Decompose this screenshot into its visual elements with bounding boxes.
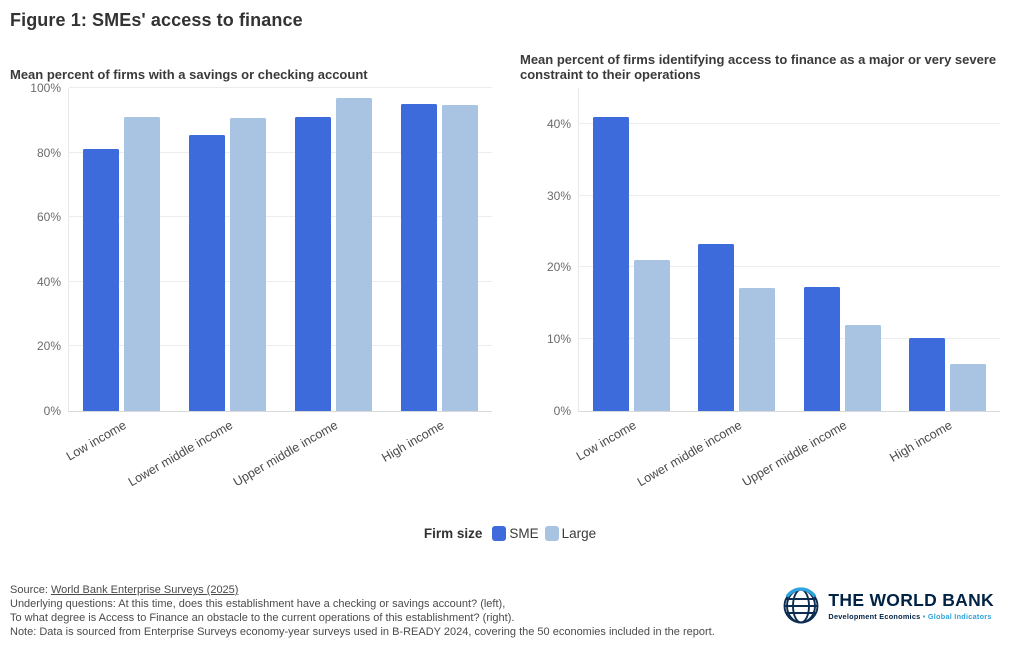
bar-sme-high-income [908, 337, 945, 411]
x-axis-label: Low income [573, 418, 639, 464]
legend-swatch-sme [492, 526, 507, 541]
bar-sme-lower-middle-income [189, 134, 226, 411]
bar-large-high-income [441, 105, 478, 411]
bar-sme-upper-middle-income [803, 286, 840, 411]
y-axis-tick-label: 60% [36, 210, 61, 225]
gridline [579, 338, 1000, 340]
gridline [69, 151, 492, 153]
bar-large-low-income [124, 117, 161, 411]
plot-area-right: 0% 10% 20% 30% 40% Low income Lower middle inc… [547, 88, 1000, 489]
y-axis-tick-label: 0% [553, 404, 571, 418]
footnote-line: To what degree is Access to Finance an o… [10, 611, 515, 624]
world-bank-tagline: Development Economics • Global Indicator… [828, 612, 992, 621]
bar-group [579, 88, 684, 411]
bar-sme-lower-middle-income [698, 244, 735, 411]
world-bank-logo: THE WORLD BANK Development Economics • G… [781, 586, 994, 626]
gridline [579, 194, 1000, 196]
bar-group [895, 88, 1000, 411]
bar-sme-low-income [593, 116, 630, 411]
bar-group [69, 88, 175, 411]
world-bank-logo-text: THE WORLD BANK Development Economics • G… [828, 590, 994, 622]
bar-group [281, 88, 387, 411]
bar-group [175, 88, 281, 411]
footnote-line: Underlying questions: At this time, does… [10, 597, 506, 610]
bar-group [790, 88, 895, 411]
bar-large-lower-middle-income [739, 287, 776, 411]
x-axis-label: Lower middle income [634, 418, 744, 490]
bar-large-upper-middle-income [844, 324, 881, 411]
figure-footnotes: Source: World Bank Enterprise Surveys (2… [10, 584, 770, 640]
gridline [579, 122, 1000, 124]
gridline [69, 87, 492, 88]
y-axis-tick-label: 30% [546, 188, 571, 203]
y-axis-tick-label: 0% [43, 404, 61, 418]
legend: Firm size SME Large [0, 526, 1020, 541]
bar-groups [579, 88, 1000, 411]
gridline [69, 280, 492, 282]
bar-large-low-income [634, 260, 671, 411]
y-axis-tick-label: 40% [546, 116, 571, 131]
x-axis-label: High income [378, 418, 447, 465]
y-axis-tick-label: 40% [36, 274, 61, 289]
gridline [69, 216, 492, 218]
world-bank-name: THE WORLD BANK [828, 590, 994, 610]
globe-icon [783, 587, 819, 624]
x-axis-label: High income [887, 418, 955, 465]
chart-subtitle-right: Mean percent of firms identifying access… [520, 52, 997, 82]
bar-large-high-income [949, 364, 986, 411]
figure-title: Figure 1: SMEs' access to finance [10, 10, 303, 30]
x-axis-label: Upper middle income [739, 418, 850, 490]
x-axis-label: Low income [64, 418, 129, 464]
chart-savings-account: Mean percent of firms with a savings or … [10, 40, 492, 489]
source-prefix: Source: [10, 584, 51, 596]
y-axis-tick-label: 80% [36, 145, 61, 160]
chart-body-left: 0% 20% 40% 60% 80% 100% Low income Lower middle… [30, 81, 492, 489]
y-axis-tick-label: 100% [30, 81, 61, 95]
legend-title: Firm size [423, 526, 483, 541]
y-axis-tick-label: 20% [546, 260, 571, 275]
legend-swatch-large [544, 526, 559, 541]
legend-item-sme: SME [492, 526, 539, 541]
source-link[interactable]: World Bank Enterprise Surveys (2025) [50, 584, 239, 596]
x-axis-label: Lower middle income [125, 418, 235, 490]
source-line: Source: World Bank Enterprise Surveys (2… [10, 584, 770, 598]
bar-sme-upper-middle-income [294, 117, 331, 411]
bar-groups [69, 88, 492, 411]
gridline [69, 345, 492, 347]
legend-label-sme: SME [509, 526, 539, 541]
chart-finance-constraint: Mean percent of firms identifying access… [520, 40, 1000, 489]
y-axis-tick-label: 10% [546, 332, 571, 347]
footnote-line: Note: Data is sourced from Enterprise Su… [10, 625, 715, 638]
bar-large-lower-middle-income [230, 118, 267, 411]
gridline [579, 266, 1000, 268]
legend-label-large: Large [561, 526, 597, 541]
y-axis-tick-label: 20% [36, 339, 61, 354]
bar-sme-low-income [83, 149, 120, 411]
bar-large-upper-middle-income [335, 98, 372, 411]
chart-subtitle-left: Mean percent of firms with a savings or … [10, 67, 368, 82]
plot-area-left: 0% 20% 40% 60% 80% 100% Low income Lower middle… [30, 81, 492, 489]
legend-item-large: Large [544, 526, 597, 541]
bar-group [684, 88, 789, 411]
x-axis-label: Upper middle income [231, 418, 341, 490]
bar-sme-high-income [400, 104, 437, 411]
chart-body-right: 0% 10% 20% 30% 40% Low income Lower middle inc… [547, 88, 1000, 489]
bar-group [386, 88, 492, 411]
